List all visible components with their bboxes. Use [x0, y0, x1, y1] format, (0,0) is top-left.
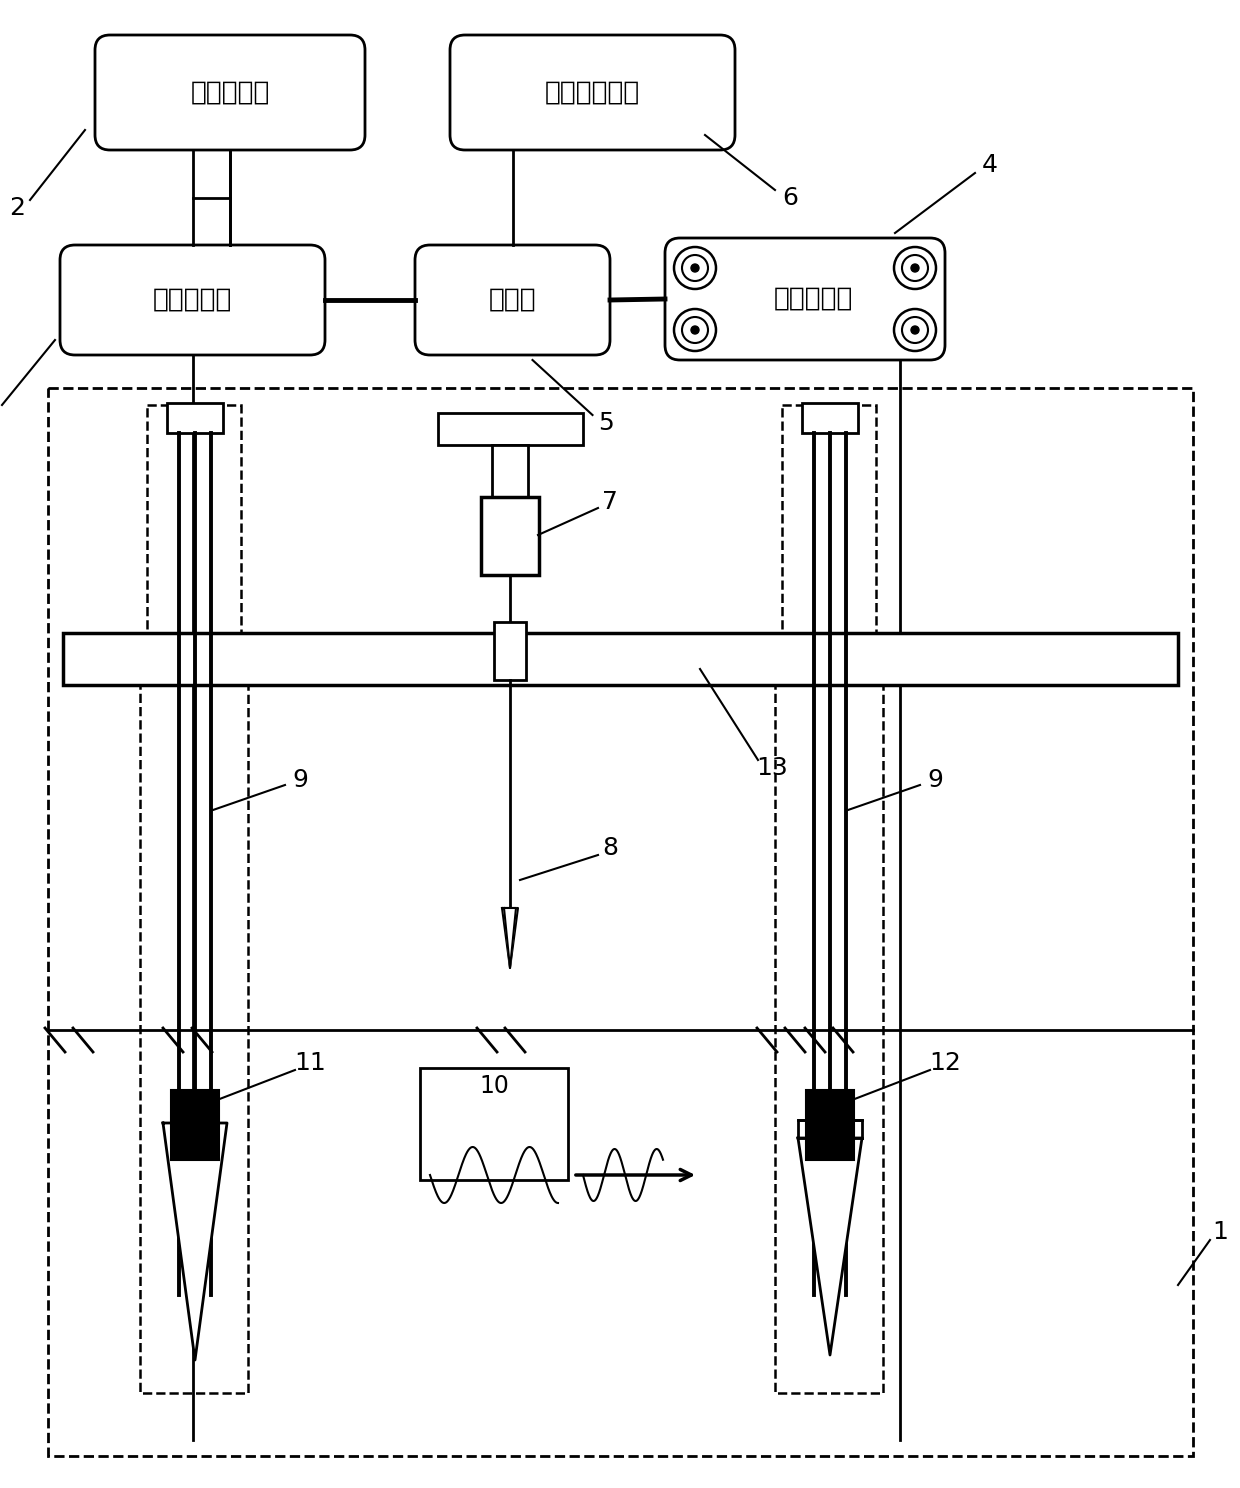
Text: 9: 9 [293, 768, 308, 792]
Text: 6: 6 [782, 186, 799, 210]
Text: 10: 10 [479, 1074, 508, 1098]
Bar [148, 405, 241, 635]
Bar [802, 403, 858, 433]
Polygon shape [799, 1138, 862, 1356]
Polygon shape [162, 1123, 227, 1360]
Circle shape [911, 326, 919, 333]
Bar [140, 683, 248, 1393]
Bar [171, 1091, 219, 1128]
FancyBboxPatch shape [95, 36, 365, 150]
Text: 9: 9 [928, 768, 942, 792]
Bar [167, 403, 223, 433]
Bar [806, 1129, 854, 1161]
Bar [494, 622, 526, 680]
Text: 波形过滤器: 波形过滤器 [774, 286, 853, 312]
Text: 13: 13 [756, 756, 787, 780]
Circle shape [911, 263, 919, 272]
FancyBboxPatch shape [60, 246, 325, 356]
Text: 数据采集系统: 数据采集系统 [544, 79, 640, 106]
Bar [799, 1120, 862, 1138]
Text: 8: 8 [601, 836, 618, 860]
Text: 波形放大器: 波形放大器 [153, 287, 232, 312]
Bar [420, 1068, 568, 1180]
FancyBboxPatch shape [415, 246, 610, 356]
Polygon shape [503, 908, 516, 969]
Text: 示波器: 示波器 [489, 287, 537, 312]
Bar [438, 414, 583, 445]
Bar [481, 497, 539, 574]
FancyBboxPatch shape [665, 238, 945, 360]
Text: 4: 4 [982, 153, 998, 177]
Bar [63, 632, 1178, 684]
Text: 5: 5 [598, 411, 614, 434]
Text: 11: 11 [294, 1051, 326, 1074]
Text: 7: 7 [603, 490, 618, 513]
Circle shape [691, 326, 699, 333]
Text: 12: 12 [929, 1051, 961, 1074]
FancyBboxPatch shape [450, 36, 735, 150]
Text: 2: 2 [9, 196, 25, 220]
Bar [171, 1129, 219, 1161]
Text: 1: 1 [1211, 1220, 1228, 1244]
Bar [806, 1091, 854, 1128]
Bar [48, 388, 1193, 1455]
Bar [782, 405, 875, 635]
Text: 波形激发器: 波形激发器 [190, 79, 269, 106]
Bar [775, 683, 883, 1393]
Circle shape [691, 263, 699, 272]
Bar [492, 445, 528, 497]
